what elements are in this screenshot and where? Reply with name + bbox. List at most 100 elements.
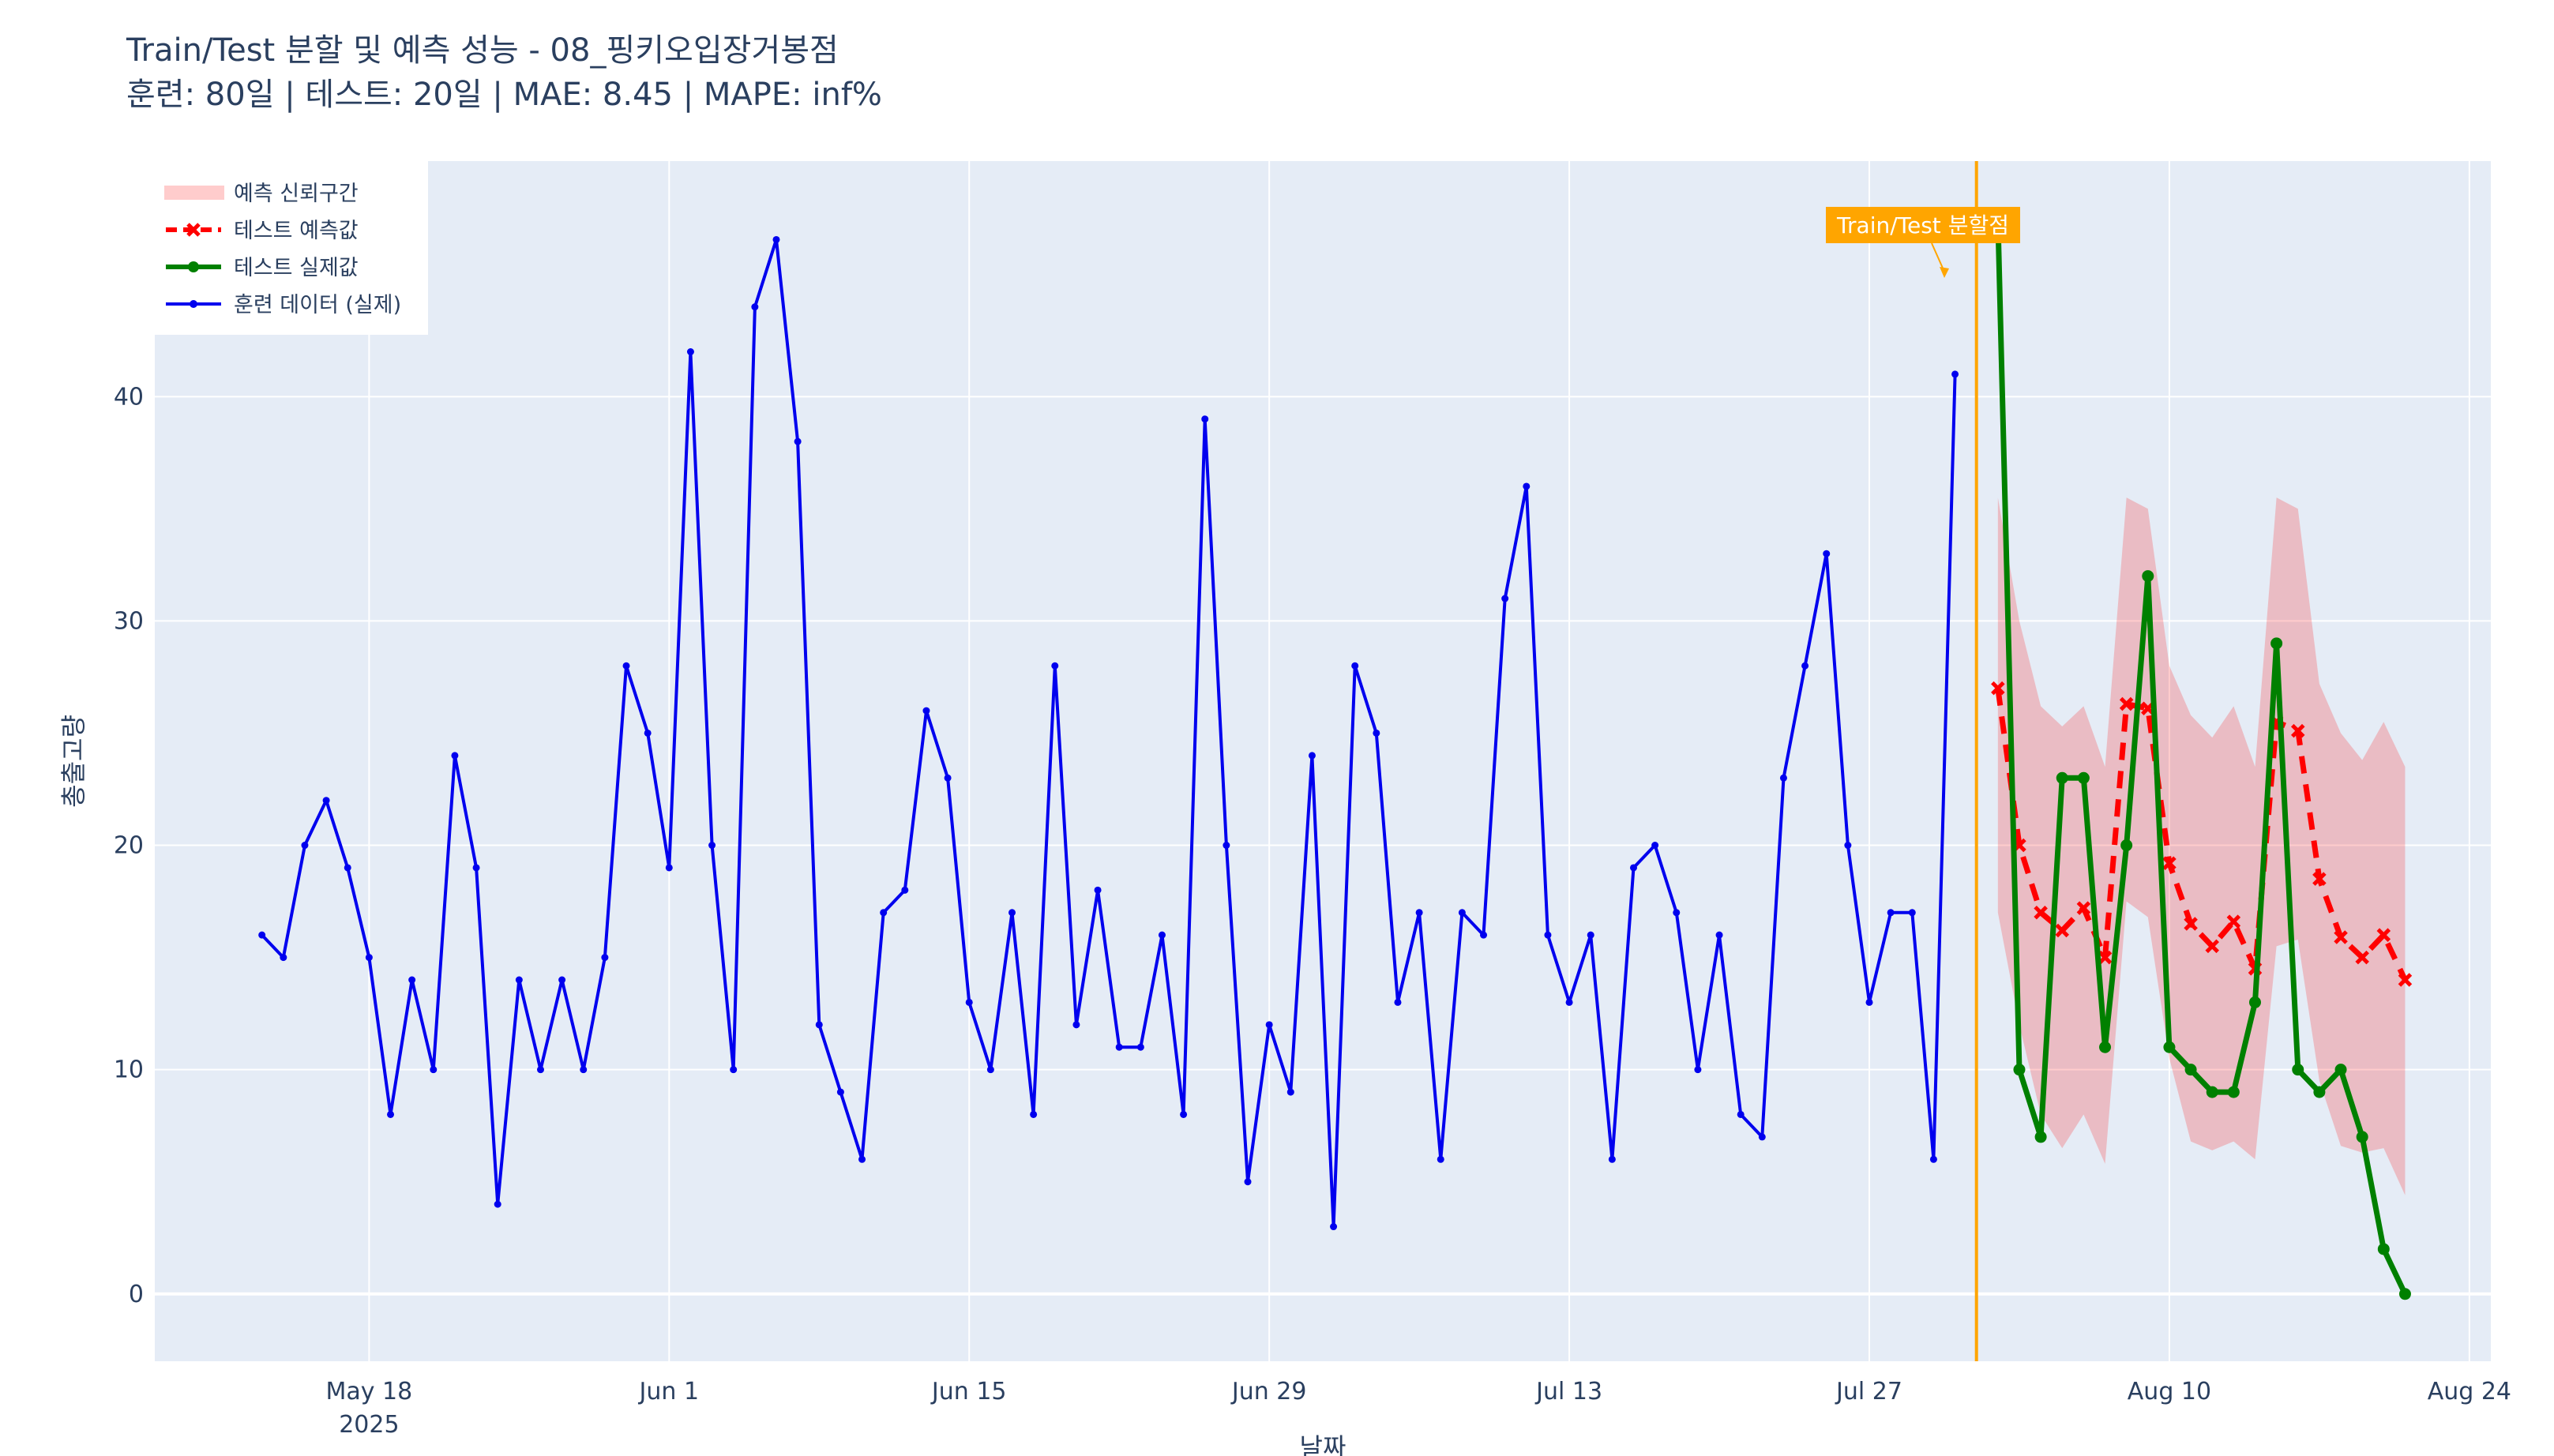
legend-background <box>155 161 428 335</box>
data-point <box>1501 595 1509 602</box>
data-point <box>1394 998 1402 1006</box>
data-point <box>2398 1288 2411 1300</box>
data-point <box>1779 774 1787 782</box>
data-point <box>1929 1155 1937 1163</box>
data-point <box>344 864 351 872</box>
data-point <box>965 998 973 1006</box>
data-point <box>986 1066 994 1074</box>
confidence-band <box>1997 497 2406 1195</box>
data-point <box>751 303 759 311</box>
data-point <box>1330 1223 1338 1231</box>
data-point <box>622 662 630 670</box>
legend-item[interactable]: 훈련 데이터 (실제) <box>166 293 401 317</box>
series-line <box>261 238 1957 1229</box>
split-annotation-label: Train/Test 분할점 <box>1836 212 2009 238</box>
data-point <box>2206 1086 2218 1098</box>
data-point-x-marker <box>2162 856 2177 871</box>
x-tick-label: Jul 27 <box>1835 1378 1902 1405</box>
data-point <box>880 909 888 917</box>
data-point <box>686 347 694 355</box>
legend-marker <box>186 223 201 237</box>
data-point <box>1737 1110 1745 1118</box>
confidence-band-layer <box>1997 497 2406 1195</box>
axis-layer: May 18 2025 Jun 1 Jun 15 Jun 29 Jul 13 Jul 27 A… <box>58 383 2511 1456</box>
series-train-actual <box>258 235 1959 1231</box>
data-point <box>322 797 330 805</box>
legend-item[interactable]: 예측 신뢰구간 <box>164 182 359 206</box>
data-point-x-marker <box>2076 901 2091 915</box>
y-tick-label: 40 <box>114 383 144 411</box>
legend-label: 예측 신뢰구간 <box>234 182 359 206</box>
legend-item[interactable]: 테스트 예측값 <box>166 219 359 243</box>
data-point <box>858 1155 866 1163</box>
data-point <box>1587 931 1594 939</box>
data-point-x-marker <box>2355 950 2369 965</box>
data-point-x-marker <box>2334 930 2348 944</box>
data-point <box>1072 1021 1080 1029</box>
data-point <box>1865 998 1873 1006</box>
data-point <box>536 1066 544 1074</box>
legend-marker <box>188 261 199 272</box>
data-point <box>1415 909 1423 917</box>
grid-layer <box>155 161 2491 1361</box>
data-point <box>836 1088 844 1096</box>
data-point <box>1844 842 1852 850</box>
data-point <box>2034 1131 2047 1143</box>
data-point <box>580 1066 588 1074</box>
legend-swatch <box>164 186 224 200</box>
data-point <box>2184 1064 2197 1076</box>
data-point <box>1629 864 1637 872</box>
data-point <box>708 842 716 850</box>
split-annotation-arrowhead <box>1940 267 1949 278</box>
data-point <box>430 1066 438 1074</box>
data-point <box>1673 909 1681 917</box>
y-tick-label: 20 <box>114 832 144 860</box>
data-point <box>815 1021 823 1029</box>
data-point <box>1715 931 1723 939</box>
data-point <box>1758 1133 1766 1141</box>
x-tick-label: May 18 <box>326 1378 413 1405</box>
data-point <box>1694 1066 1702 1074</box>
data-point <box>1201 415 1209 423</box>
data-point <box>1544 931 1552 939</box>
data-point <box>1286 1088 1294 1096</box>
data-point <box>1244 1178 1252 1186</box>
x-tick-sublabel: 2025 <box>339 1411 399 1439</box>
data-point-x-marker <box>2034 906 2048 920</box>
data-point <box>1136 1043 1144 1051</box>
data-point <box>2120 839 2133 852</box>
data-point-x-marker <box>2226 914 2241 929</box>
x-axis-title: 날짜 <box>1300 1432 1346 1456</box>
data-point-x-marker <box>2098 950 2113 965</box>
data-point <box>1908 909 1916 917</box>
data-point <box>494 1200 501 1208</box>
data-point <box>2099 1041 2112 1053</box>
legend-label: 테스트 실제값 <box>234 256 359 280</box>
data-point <box>730 1066 738 1074</box>
legend-item[interactable]: 테스트 실제값 <box>166 256 359 280</box>
data-point-x-marker <box>2184 917 2198 931</box>
data-point <box>1480 931 1488 939</box>
x-tick-label: Jun 1 <box>638 1378 700 1405</box>
data-point <box>1051 662 1059 670</box>
y-tick-label: 0 <box>129 1281 144 1308</box>
legend-label: 훈련 데이터 (실제) <box>234 293 401 317</box>
data-point <box>2013 1064 2026 1076</box>
data-point <box>1523 482 1531 490</box>
data-point <box>1608 1155 1616 1163</box>
split-annotation: Train/Test 분할점 <box>1826 207 2020 278</box>
data-point <box>1158 931 1166 939</box>
data-point <box>644 729 652 737</box>
data-point <box>2334 1064 2347 1076</box>
data-point <box>1565 998 1573 1006</box>
data-point <box>1030 1110 1038 1118</box>
data-point-x-marker <box>2398 973 2413 987</box>
data-point-x-marker <box>2376 928 2391 942</box>
data-point-x-marker <box>2312 872 2327 886</box>
data-point <box>1180 1110 1188 1118</box>
data-point <box>1351 662 1359 670</box>
data-point <box>558 976 566 984</box>
data-point <box>2163 1041 2176 1053</box>
